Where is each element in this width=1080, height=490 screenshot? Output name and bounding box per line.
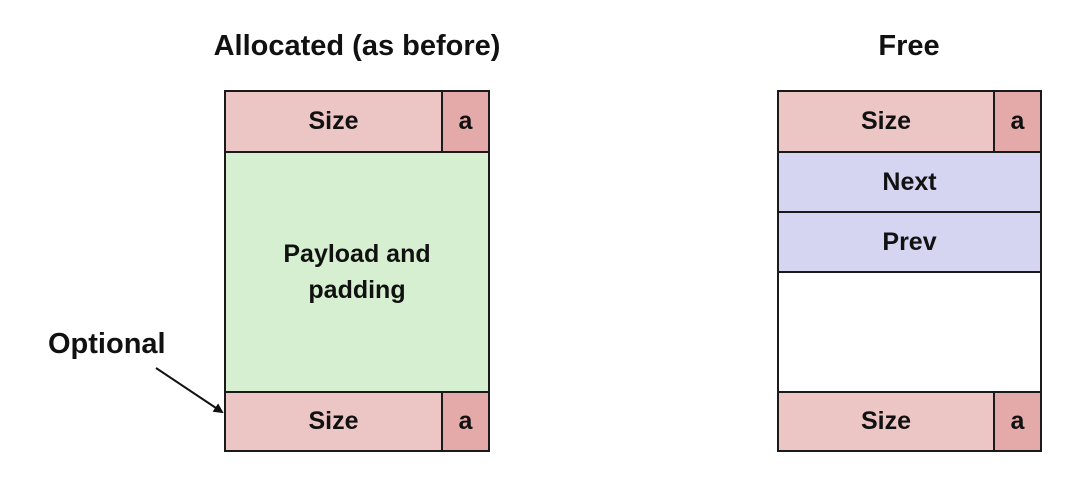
free-footer-row: Size a <box>779 391 1040 450</box>
free-header-flag: a <box>993 92 1040 151</box>
allocated-payload: Payload and padding <box>226 153 488 391</box>
free-block: Size a Next Prev Size a <box>777 90 1042 452</box>
free-title: Free <box>878 30 940 62</box>
allocated-header-row: Size a <box>226 92 488 151</box>
free-footer-flag: a <box>993 393 1040 450</box>
free-header-row: Size a <box>779 92 1040 151</box>
free-unused-row <box>779 271 1040 391</box>
optional-label: Optional <box>48 328 166 360</box>
free-unused-space <box>779 273 1040 391</box>
allocated-block: Size a Payload and padding Size a <box>224 90 490 452</box>
free-prev-pointer: Prev <box>779 213 1040 271</box>
allocated-header-flag: a <box>441 92 488 151</box>
free-footer-size: Size <box>779 393 993 450</box>
allocated-header-size: Size <box>226 92 441 151</box>
allocated-footer-size: Size <box>226 393 441 450</box>
allocated-footer-flag: a <box>441 393 488 450</box>
free-header-size: Size <box>779 92 993 151</box>
free-next-row: Next <box>779 151 1040 211</box>
free-next-pointer: Next <box>779 153 1040 211</box>
allocated-title: Allocated (as before) <box>213 30 501 62</box>
free-prev-row: Prev <box>779 211 1040 271</box>
allocated-footer-row: Size a <box>226 391 488 450</box>
allocated-payload-row: Payload and padding <box>226 151 488 391</box>
optional-arrow-line <box>155 367 224 414</box>
